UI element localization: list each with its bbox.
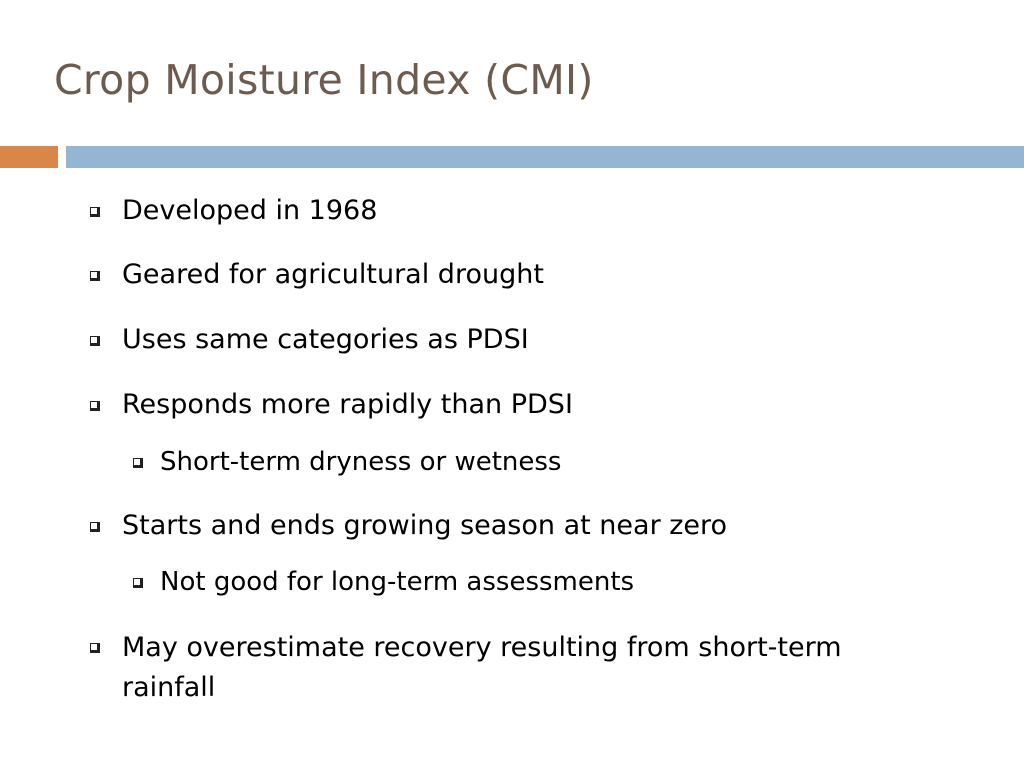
hollow-square-icon <box>90 336 100 346</box>
bullet-text: May overestimate recovery resulting from… <box>122 632 842 703</box>
sub-bullet-text: Short-term dryness or wetness <box>160 447 562 477</box>
bullet-text: Starts and ends growing season at near z… <box>122 510 728 541</box>
hollow-square-icon <box>90 271 100 281</box>
sub-bullet-text: Not good for long-term assessments <box>160 567 635 597</box>
bullet-item: May overestimate recovery resulting from… <box>90 628 892 708</box>
bullet-item: Responds more rapidly than PDSI <box>90 386 573 424</box>
bullet-text: Geared for agricultural drought <box>122 259 544 290</box>
bullet-item: Geared for agricultural drought <box>90 256 544 294</box>
hollow-square-icon <box>90 643 100 653</box>
bullet-item: Developed in 1968 <box>90 192 378 230</box>
bullet-item: Starts and ends growing season at near z… <box>90 507 728 545</box>
hollow-square-icon <box>90 207 100 217</box>
hollow-square-icon <box>133 458 143 468</box>
sub-bullet-item: Not good for long-term assessments <box>133 563 635 601</box>
bullet-text: Developed in 1968 <box>122 195 378 226</box>
bullet-text: Uses same categories as PDSI <box>122 324 529 355</box>
slide-title: Crop Moisture Index (CMI) <box>54 56 594 104</box>
bullet-item: Uses same categories as PDSI <box>90 321 529 359</box>
hollow-square-icon <box>133 578 143 588</box>
title-rule-bar <box>66 146 1024 168</box>
hollow-square-icon <box>90 401 100 411</box>
bullet-text: Responds more rapidly than PDSI <box>122 389 573 420</box>
sub-bullet-item: Short-term dryness or wetness <box>133 443 562 481</box>
title-accent-bar <box>0 146 58 168</box>
hollow-square-icon <box>90 522 100 532</box>
